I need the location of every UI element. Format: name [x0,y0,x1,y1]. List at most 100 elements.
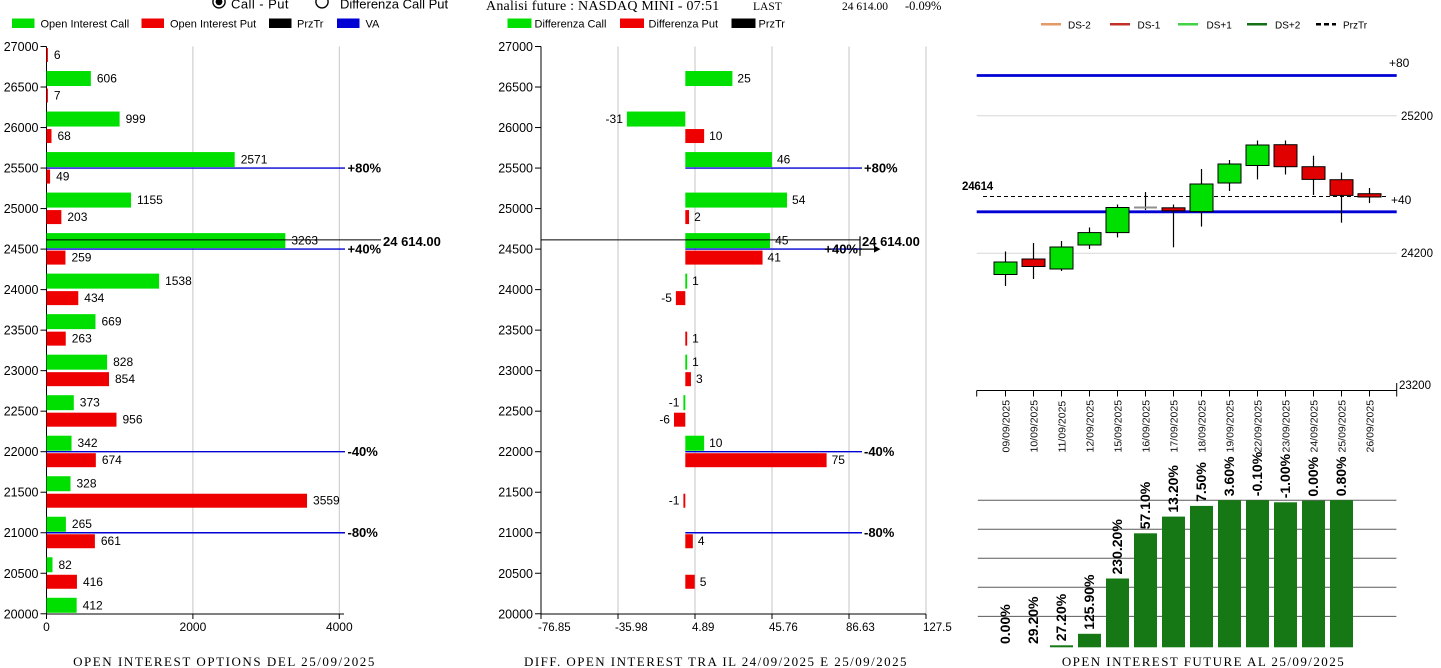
svg-text:-1: -1 [669,396,680,410]
svg-text:203: 203 [67,210,87,224]
svg-text:-40%: -40% [864,444,895,459]
svg-text:-1.00%: -1.00% [1277,453,1293,498]
svg-text:+80%: +80% [348,161,382,176]
svg-text:41: 41 [768,251,782,265]
svg-text:434: 434 [84,291,104,305]
svg-text:-76.85: -76.85 [538,622,571,634]
svg-text:4: 4 [698,534,705,548]
svg-text:54: 54 [792,193,806,207]
svg-text:25500: 25500 [4,162,39,176]
svg-text:25000: 25000 [498,202,533,216]
svg-text:26500: 26500 [4,81,39,95]
svg-text:OPEN INTEREST FUTURE AL 25/09/: OPEN INTEREST FUTURE AL 25/09/2025 [1062,654,1345,668]
svg-text:661: 661 [101,534,121,548]
svg-text:828: 828 [113,355,133,369]
svg-text:24000: 24000 [4,283,39,297]
svg-text:265: 265 [72,517,92,531]
svg-text:26/09/2025: 26/09/2025 [1365,400,1377,453]
svg-text:2571: 2571 [241,153,268,167]
svg-text:24614: 24614 [962,181,994,193]
svg-text:328: 328 [77,477,97,491]
svg-text:-0.10%: -0.10% [1249,451,1265,496]
svg-text:23/09/2025: 23/09/2025 [1281,400,1293,453]
svg-text:DS-1: DS-1 [1138,21,1161,32]
svg-text:15/09/2025: 15/09/2025 [1113,400,1125,453]
svg-text:20500: 20500 [4,567,39,581]
svg-text:-6: -6 [659,413,670,427]
svg-text:Differenza Call: Differenza Call [535,19,607,31]
svg-text:21000: 21000 [498,526,533,540]
svg-text:1538: 1538 [165,274,192,288]
svg-text:DS+2: DS+2 [1275,21,1301,32]
svg-text:-35.98: -35.98 [615,622,648,634]
svg-text:10: 10 [709,129,723,143]
svg-text:1: 1 [692,355,699,369]
svg-text:7.50%: 7.50% [1193,462,1209,502]
svg-text:10/09/2025: 10/09/2025 [1029,400,1041,453]
svg-text:09/09/2025: 09/09/2025 [1001,400,1013,453]
svg-text:24/09/2025: 24/09/2025 [1309,400,1321,453]
svg-text:25: 25 [737,72,751,86]
svg-text:0.00%: 0.00% [997,604,1013,644]
svg-text:127.5: 127.5 [923,622,952,634]
svg-text:1: 1 [692,274,699,288]
svg-text:22500: 22500 [498,405,533,419]
svg-text:373: 373 [80,396,100,410]
svg-text:22000: 22000 [498,445,533,459]
svg-text:3559: 3559 [313,494,340,508]
svg-text:2: 2 [694,210,701,224]
svg-text:7: 7 [54,89,61,103]
svg-text:669: 669 [101,315,121,329]
svg-text:29.20%: 29.20% [1025,596,1041,644]
svg-text:230.20%: 230.20% [1109,519,1125,575]
svg-text:23200: 23200 [1399,380,1431,392]
svg-text:13.20%: 13.20% [1165,465,1181,513]
svg-text:854: 854 [115,372,135,386]
svg-text:10: 10 [709,436,723,450]
svg-text:16/09/2025: 16/09/2025 [1141,400,1153,453]
svg-text:24500: 24500 [498,243,533,257]
svg-text:1: 1 [692,332,699,346]
svg-text:86.63: 86.63 [846,622,875,634]
svg-text:12/09/2025: 12/09/2025 [1085,400,1097,453]
svg-text:Analisi future : NASDAQ MINI -: Analisi future : NASDAQ MINI - 07:51 [486,0,719,14]
svg-text:11/09/2025: 11/09/2025 [1057,401,1069,453]
svg-text:Call - Put: Call - Put [231,0,289,12]
svg-text:57.10%: 57.10% [1137,481,1153,529]
svg-text:0.80%: 0.80% [1333,456,1349,496]
svg-text:0: 0 [43,620,50,634]
svg-text:18/09/2025: 18/09/2025 [1197,400,1209,453]
svg-text:45: 45 [775,234,789,248]
svg-text:27000: 27000 [4,40,39,54]
svg-text:PrzTr: PrzTr [1343,21,1368,32]
svg-text:75: 75 [832,453,846,467]
svg-text:Differenza Put: Differenza Put [649,19,719,31]
svg-text:82: 82 [59,558,73,572]
svg-text:PrzTr: PrzTr [759,19,786,31]
svg-text:263: 263 [72,332,92,346]
svg-text:22/09/2025: 22/09/2025 [1253,400,1265,453]
svg-text:21500: 21500 [4,486,39,500]
svg-text:46: 46 [777,153,791,167]
svg-text:3.60%: 3.60% [1221,456,1237,496]
svg-text:6: 6 [54,48,61,62]
svg-text:+80: +80 [1389,56,1410,70]
svg-text:25/09/2025: 25/09/2025 [1337,400,1349,453]
svg-text:20000: 20000 [498,607,533,621]
svg-text:20000: 20000 [4,607,39,621]
svg-text:OPEN INTEREST OPTIONS DEL 25/0: OPEN INTEREST OPTIONS DEL 25/09/2025 [73,654,376,668]
svg-text:-5: -5 [661,291,672,305]
svg-text:22500: 22500 [4,405,39,419]
svg-text:Differenza Call Put: Differenza Call Put [340,0,449,12]
svg-text:5: 5 [700,575,707,589]
svg-text:-0.09%: -0.09% [905,0,941,13]
svg-text:DS-2: DS-2 [1068,21,1091,32]
svg-text:-1: -1 [669,494,680,508]
svg-text:PrzTr: PrzTr [297,19,324,31]
svg-text:Open Interest Call: Open Interest Call [41,19,130,31]
svg-text:17/09/2025: 17/09/2025 [1169,400,1181,453]
svg-text:-31: -31 [606,112,624,126]
svg-text:4000: 4000 [326,620,353,634]
svg-text:23500: 23500 [4,324,39,338]
svg-text:674: 674 [102,453,122,467]
